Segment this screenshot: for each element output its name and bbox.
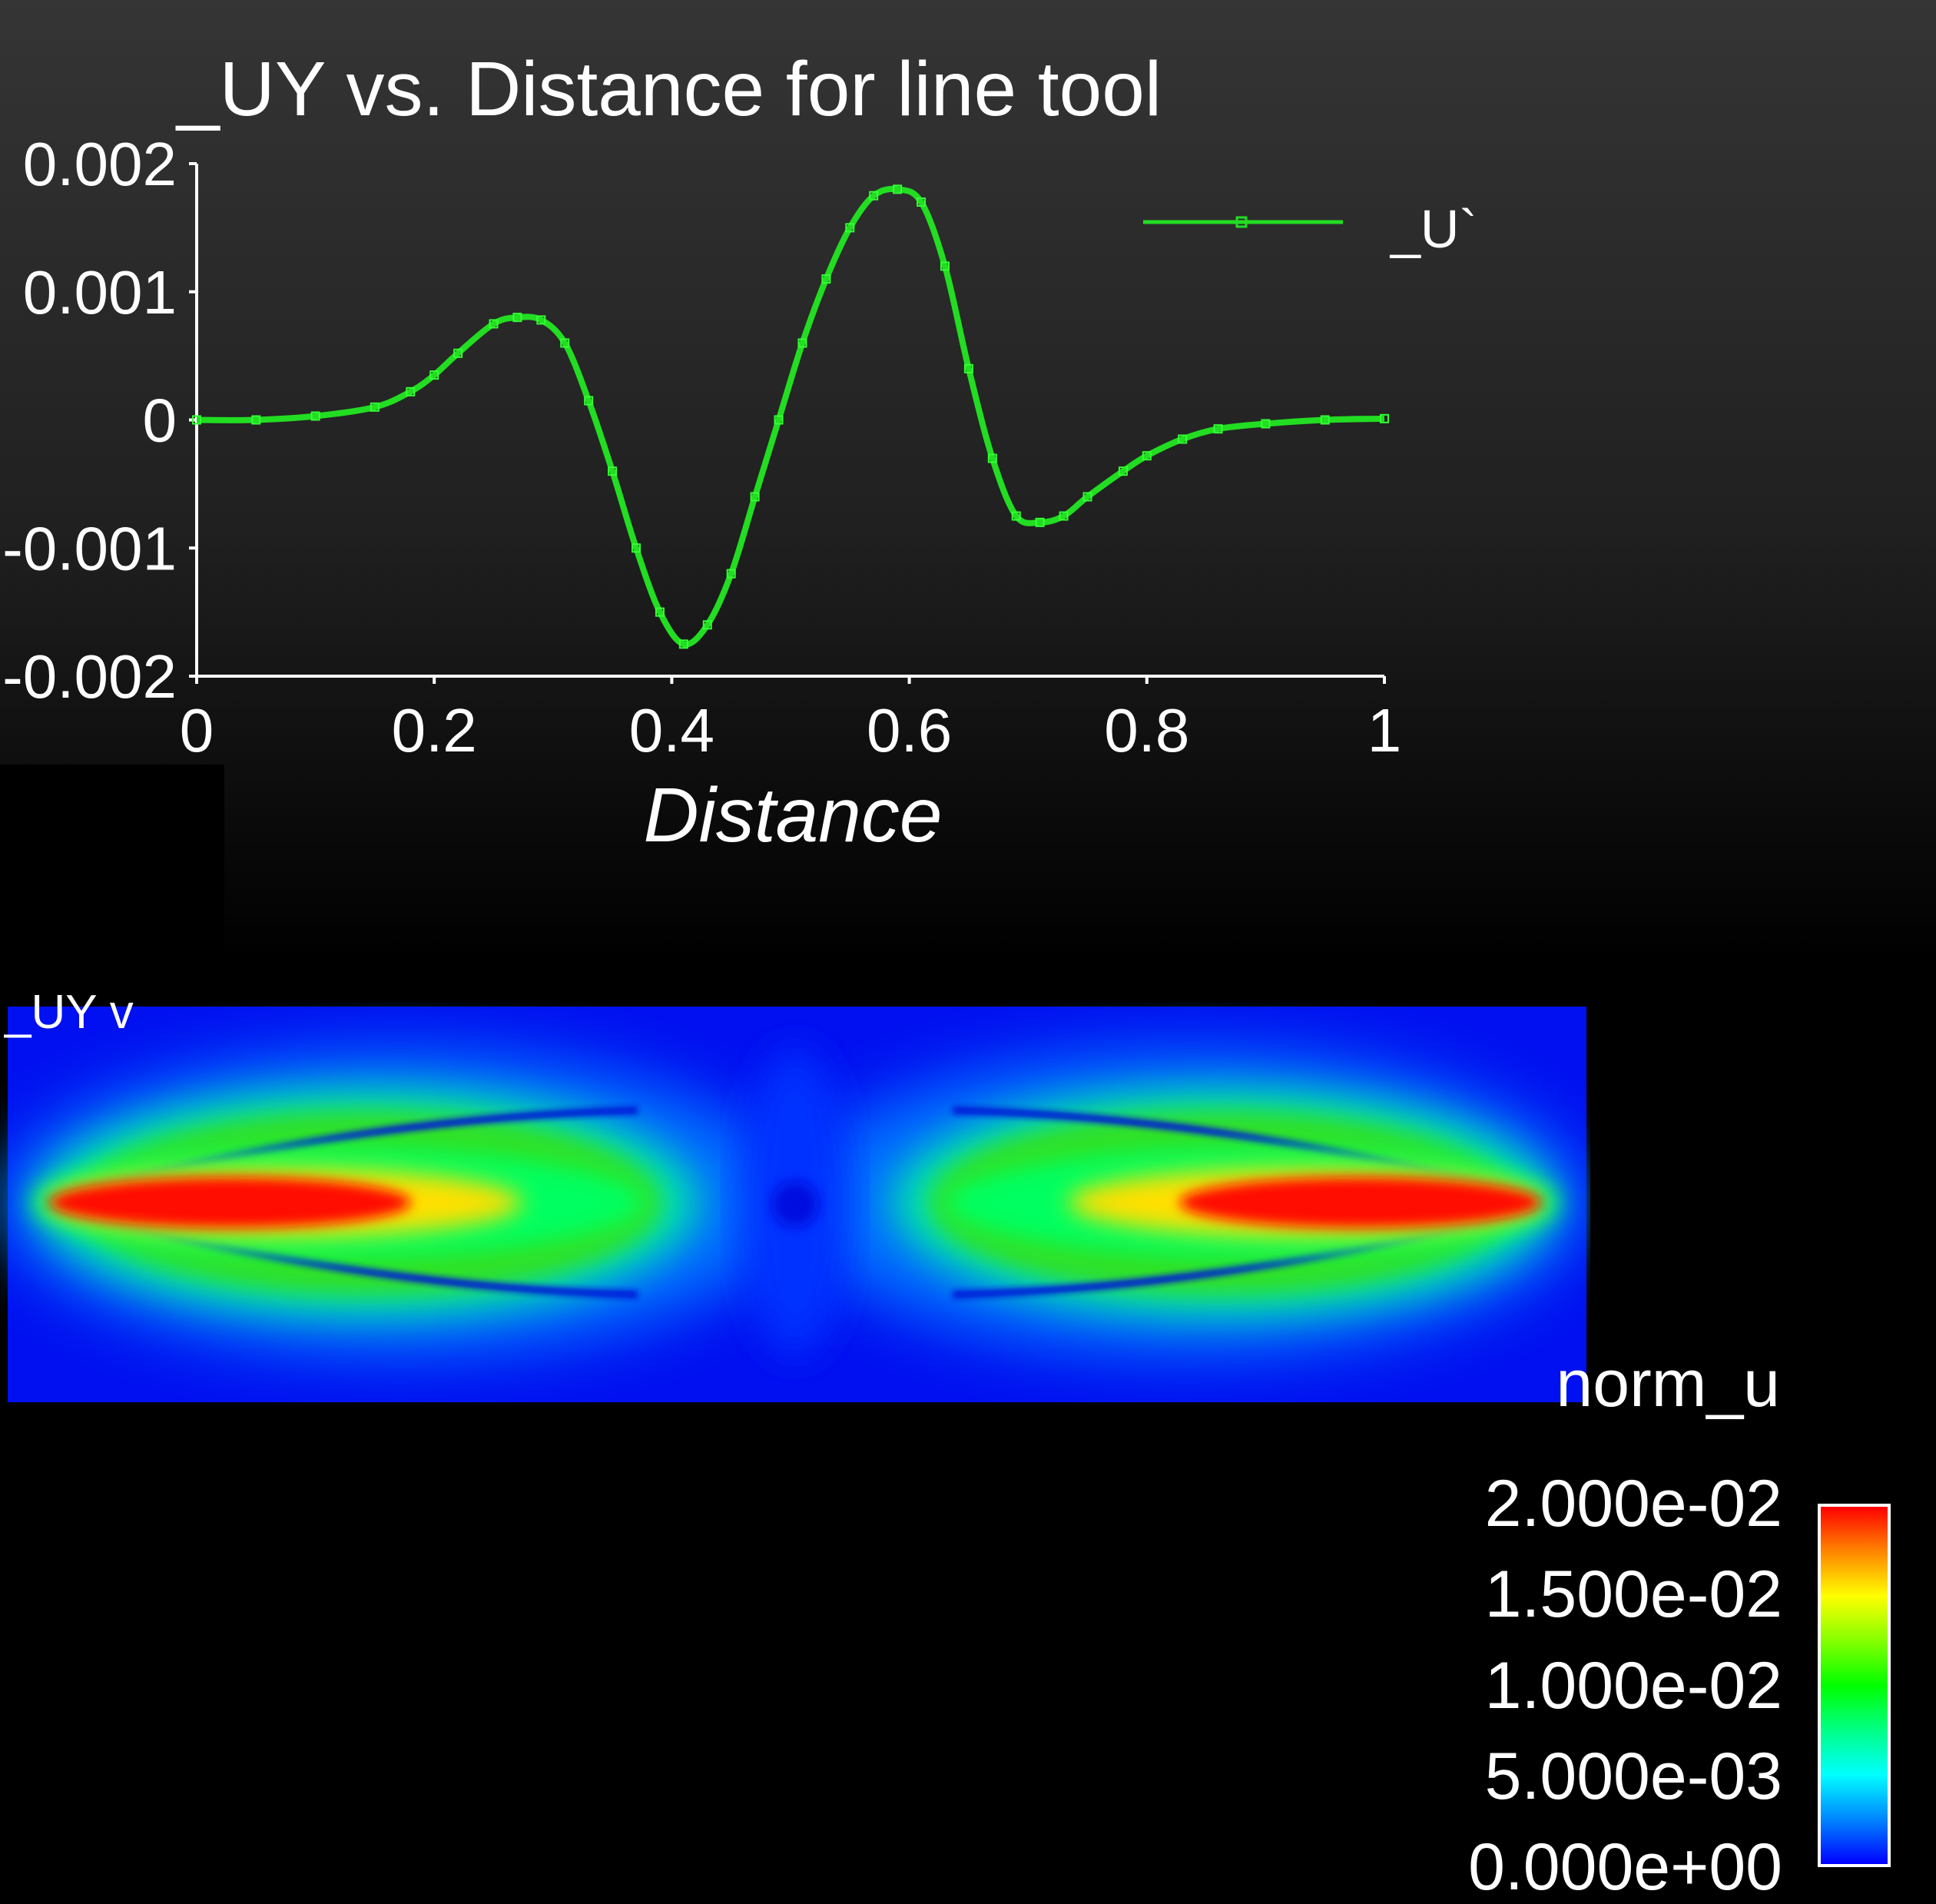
colorbar-tick-label: 5.000e-03 (1484, 1739, 1782, 1813)
data-point (869, 191, 879, 201)
data-point (536, 315, 546, 325)
data-point (726, 569, 736, 579)
legend-label: _U` (1389, 199, 1477, 259)
y-tick-label: 0.001 (23, 258, 177, 327)
x-axis-label: Distance (643, 772, 942, 858)
data-point (632, 543, 641, 553)
x-tick-label: 0.6 (867, 696, 952, 765)
series-markers (192, 184, 1389, 649)
data-point (678, 639, 688, 649)
data-point (655, 607, 665, 617)
x-tick-label: 0.2 (392, 696, 477, 765)
line-chart-panel: _UY vs. Distance for line tool 0 0.2 0.4 0.… (0, 0, 1936, 960)
data-point (750, 492, 760, 502)
data-point (1178, 434, 1188, 444)
chart-title: _UY vs. Distance for line tool (175, 46, 1162, 132)
x-tick-label: 0.8 (1104, 696, 1189, 765)
data-point (797, 338, 807, 348)
data-point (560, 338, 570, 348)
chart-legend: _U` (1143, 199, 1477, 259)
data-point (406, 386, 416, 396)
legend-marker (1235, 216, 1248, 228)
data-point (893, 184, 903, 194)
data-point (192, 415, 201, 425)
x-tick-label: 0 (180, 696, 214, 765)
data-point (940, 261, 950, 271)
heatmap-core-right (1179, 1177, 1540, 1228)
data-point (821, 274, 831, 284)
x-tick-label: 1 (1367, 696, 1402, 765)
data-point (512, 313, 522, 323)
data-point (608, 466, 618, 476)
heatmap-field (0, 1003, 1590, 1402)
data-point (453, 348, 463, 358)
data-point (987, 453, 997, 463)
chart-ticks: 0 0.2 0.4 0.6 0.8 1 0.002 0.001 0 -0.001 -0.002 (2, 130, 1401, 765)
data-point (1320, 415, 1330, 425)
colorbar-tick-label: 2.000e-02 (1484, 1467, 1782, 1541)
y-tick-label: -0.002 (2, 642, 177, 711)
x-tick-label: 0.4 (629, 696, 714, 765)
data-point (1011, 511, 1021, 521)
colorbar (1818, 1504, 1891, 1867)
y-tick-label: 0 (143, 386, 177, 455)
data-point (251, 415, 261, 425)
colorbar-tick-label: 0.000e+00 (1468, 1830, 1782, 1904)
line-chart: _UY vs. Distance for line tool 0 0.2 0.4 0.… (2, 46, 1477, 858)
heatmap-center-dot (772, 1181, 818, 1227)
data-point (489, 319, 499, 329)
overlay-label: _UY v (5, 986, 134, 1039)
colorbar-tick-label: 1.500e-02 (1484, 1557, 1782, 1632)
data-point (917, 197, 927, 207)
data-point (1035, 517, 1045, 527)
data-point (584, 396, 594, 406)
data-point (845, 223, 855, 233)
heatmap-plot (0, 1007, 1586, 1402)
data-point (1380, 413, 1389, 423)
data-point (1142, 451, 1152, 461)
data-point (370, 402, 380, 412)
colorbar-tick-label: 1.000e-02 (1484, 1648, 1782, 1723)
black-occluder (0, 765, 224, 968)
colorbar-title: norm_u (1556, 1347, 1780, 1421)
series-line (196, 185, 1385, 648)
y-tick-label: 0.002 (23, 130, 177, 198)
data-point (963, 363, 973, 373)
heatmap-core-left (50, 1177, 411, 1228)
chart-axes (195, 164, 1384, 678)
data-point (702, 620, 712, 630)
data-point (1213, 424, 1223, 434)
data-point (1059, 511, 1069, 521)
data-point (429, 370, 439, 380)
data-point (774, 415, 784, 425)
data-point (1082, 492, 1092, 502)
data-point (310, 411, 320, 421)
data-point (1118, 466, 1128, 476)
data-point (1261, 419, 1271, 429)
y-tick-label: -0.001 (2, 514, 177, 582)
